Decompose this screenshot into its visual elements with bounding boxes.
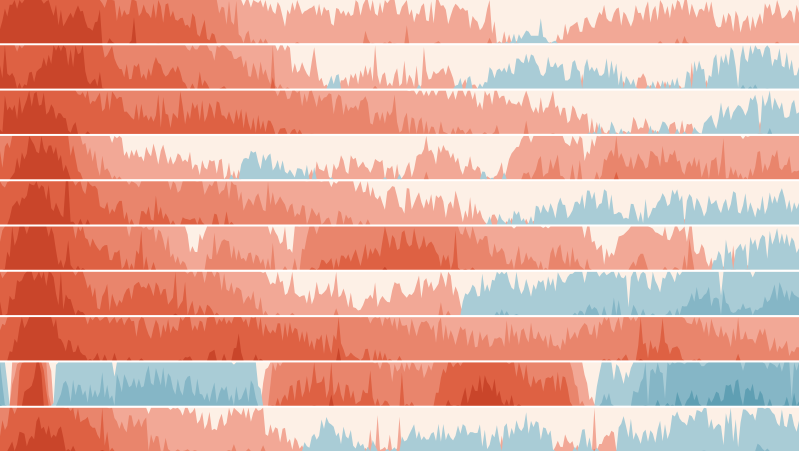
horizon-row: [0, 226, 799, 270]
positive-band: [0, 0, 799, 44]
negative-band: [0, 228, 799, 270]
positive-band: [0, 317, 799, 361]
positive-band: [0, 407, 799, 451]
horizon-row: [0, 271, 799, 316]
horizon-row: [0, 0, 799, 44]
negative-band: [0, 407, 799, 451]
negative-band: [0, 379, 799, 406]
negative-band: [221, 150, 507, 180]
positive-band: [0, 317, 799, 361]
horizon-row: [0, 407, 799, 451]
negative-band: [0, 90, 799, 134]
horizon-row: [0, 135, 799, 180]
positive-band: [7, 181, 91, 225]
positive-band: [0, 226, 799, 270]
negative-band: [0, 362, 799, 406]
positive-band: [0, 0, 799, 44]
horizon-row: [0, 181, 799, 225]
positive-band: [0, 271, 799, 316]
positive-band: [0, 226, 799, 270]
positive-band: [0, 90, 799, 134]
positive-band: [0, 362, 799, 406]
positive-band: [9, 135, 71, 180]
positive-band: [0, 135, 799, 180]
negative-band: [0, 271, 799, 316]
positive-band: [0, 45, 799, 89]
horizon-row: [0, 317, 799, 361]
negative-band: [484, 188, 799, 225]
positive-band: [0, 407, 799, 451]
horizon-row: [0, 362, 799, 406]
negative-band: [0, 282, 799, 316]
negative-band: [0, 45, 799, 89]
positive-band: [0, 271, 799, 316]
horizon-row: [0, 45, 799, 89]
positive-band: [0, 45, 799, 89]
horizon-row: [0, 90, 799, 134]
